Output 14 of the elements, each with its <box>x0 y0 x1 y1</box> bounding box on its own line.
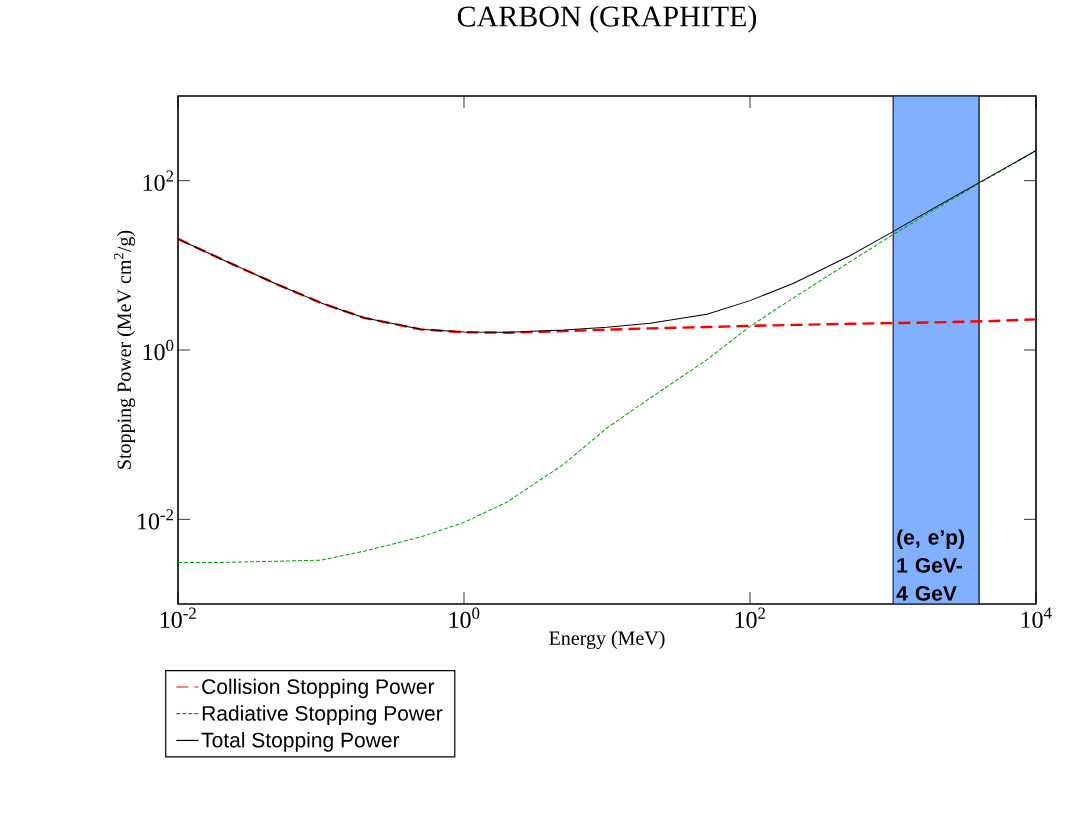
chart-title: CARBON (GRAPHITE) <box>457 5 757 33</box>
x-axis-title: Energy (MeV) <box>549 630 665 650</box>
x-tick-label: 10$^{-2}$ <box>160 607 196 628</box>
x-tick-label: 10$^{2}$ <box>735 607 766 628</box>
x-tick-label: 10$^{4}$ <box>1021 607 1052 628</box>
legend-label: Collision Stopping Power <box>202 678 435 699</box>
y-tick-label: 10$^{2}$ <box>143 170 174 191</box>
y-axis-title: Stopping Power (MeV cm$^{2}$/g) <box>113 230 136 469</box>
x-tick-label: 10$^{0}$ <box>449 607 480 628</box>
y-tick-label: 10$^{0}$ <box>143 339 174 361</box>
y-tick-label: 10$^{-2}$ <box>138 509 174 530</box>
band-label: (e, e’p) 1 GeV- 4 GeV <box>896 529 964 601</box>
legend-label: Total Stopping Power <box>201 732 400 752</box>
legend-label: Radiative Stopping Power <box>202 705 443 725</box>
